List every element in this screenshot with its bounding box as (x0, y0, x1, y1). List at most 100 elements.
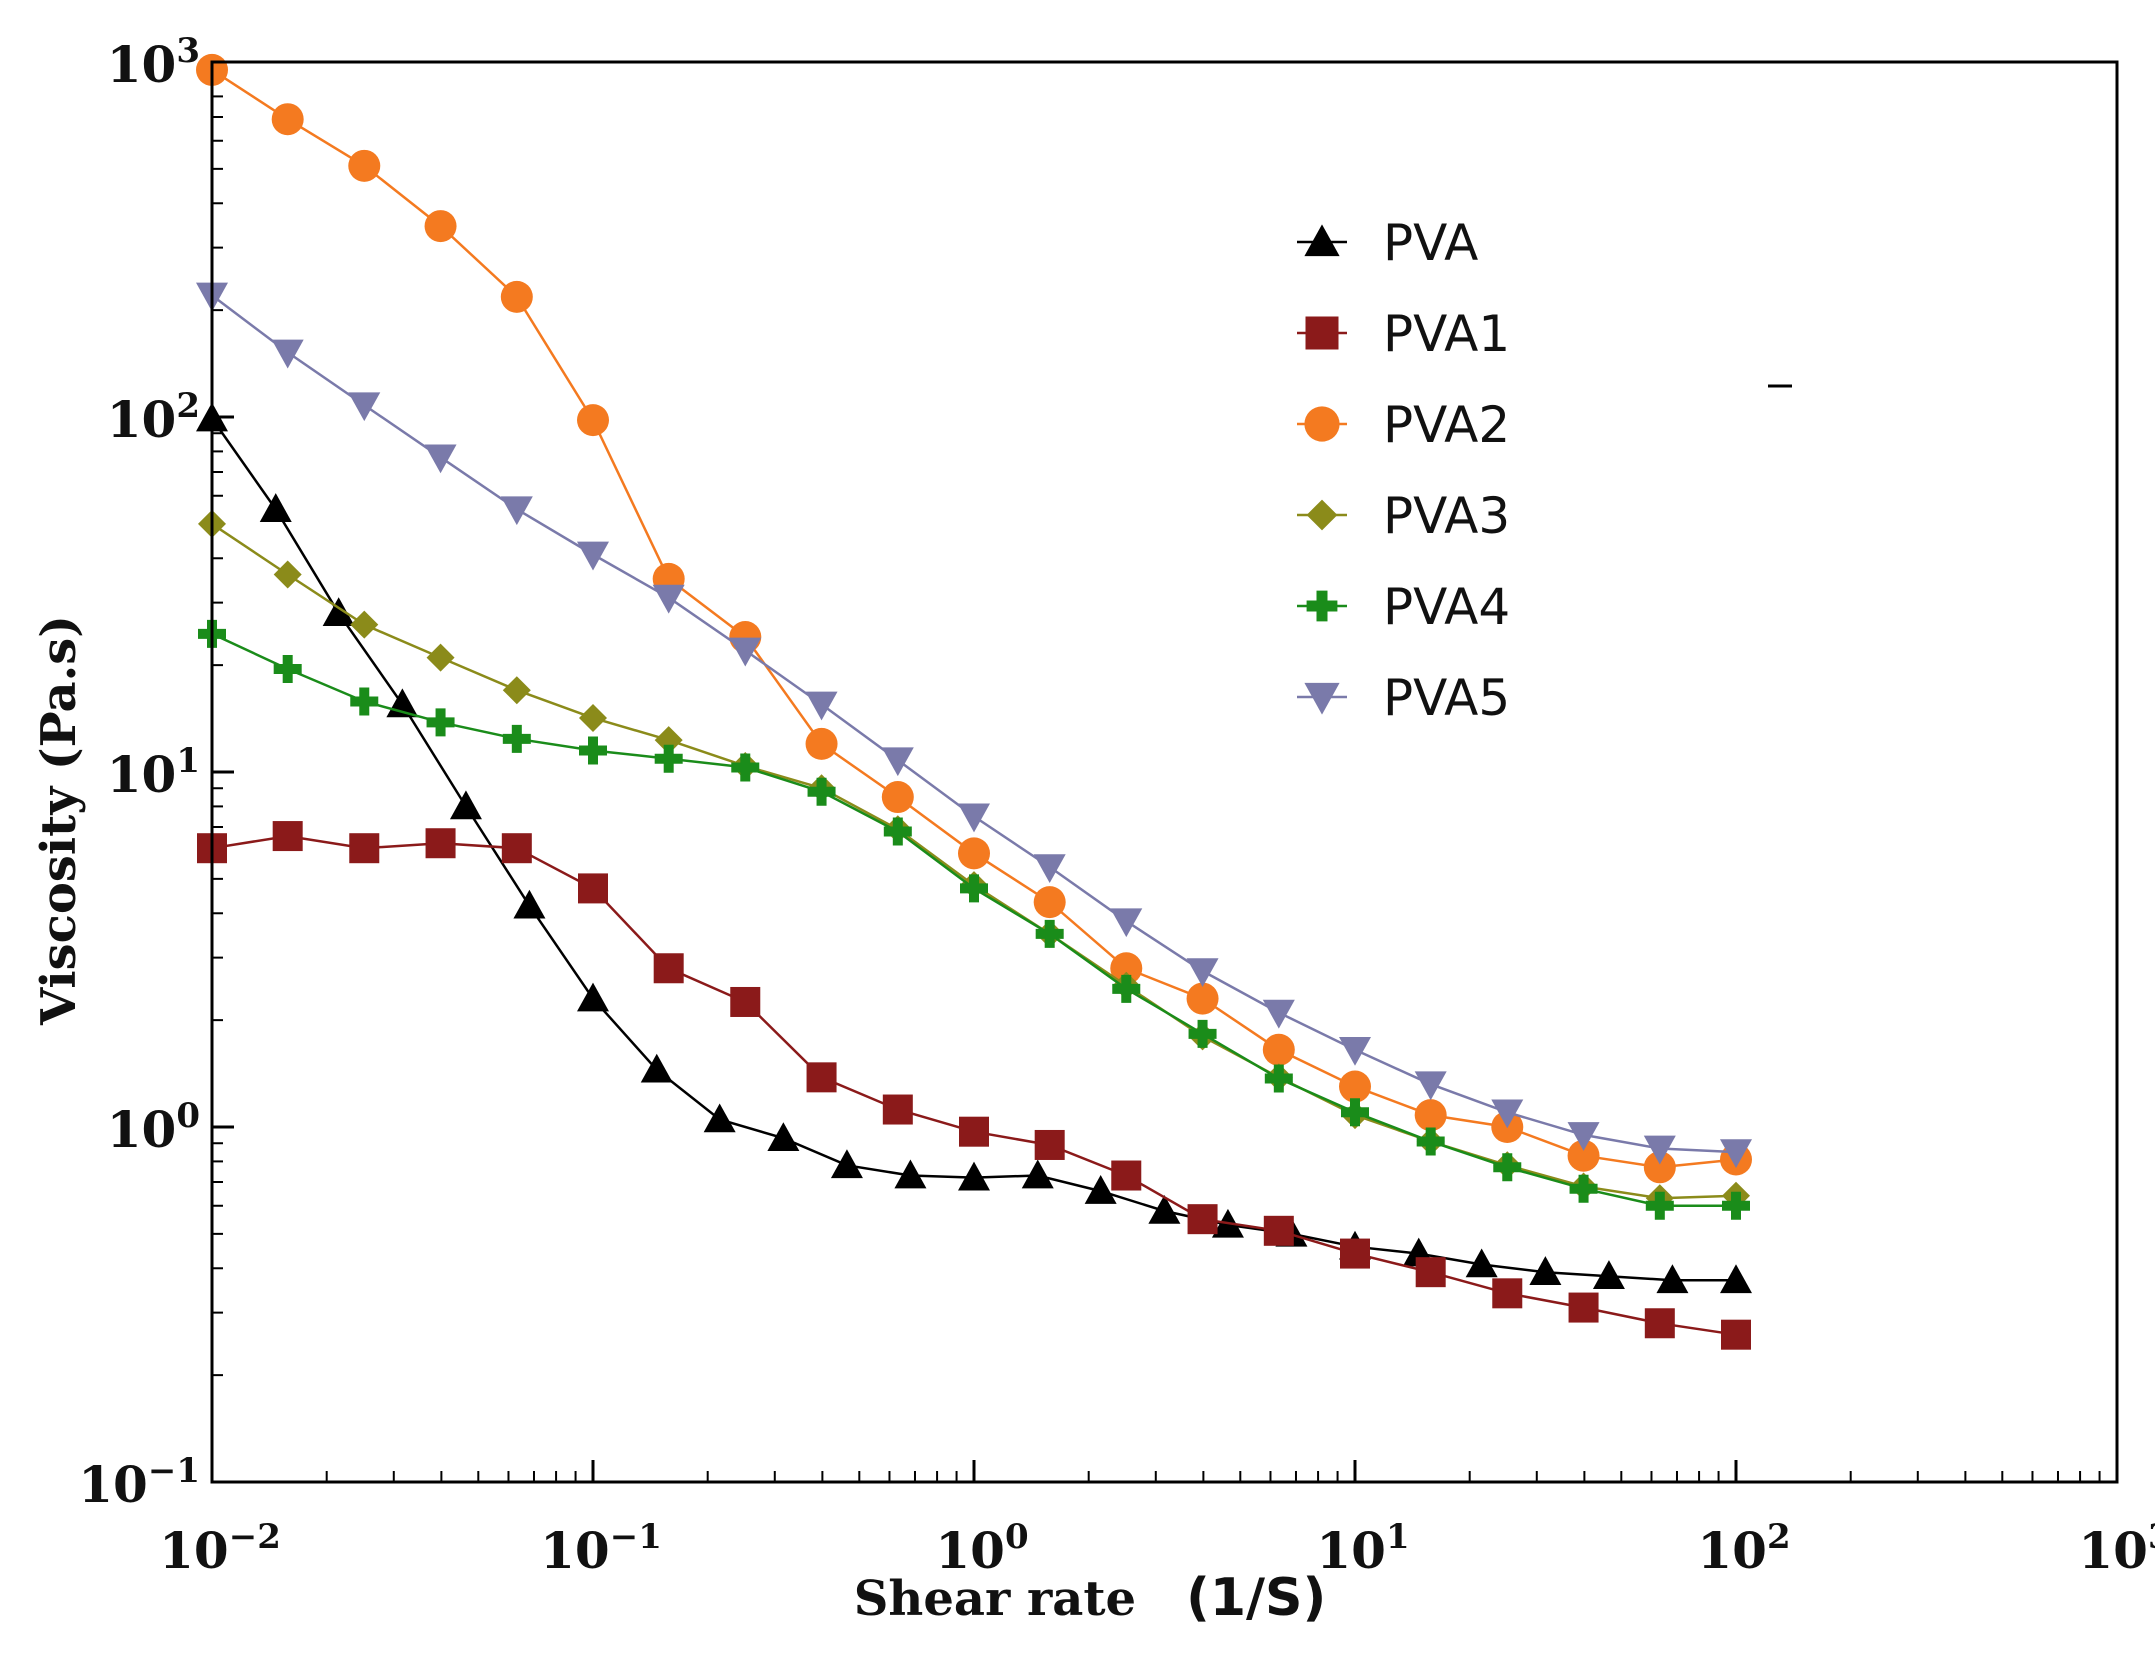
data-point-pva2 (1567, 1139, 1600, 1172)
data-point-pva3 (579, 703, 607, 732)
data-point-pva5 (1567, 1122, 1600, 1151)
series-pva5 (196, 282, 1752, 1169)
legend-marker-pva2 (1304, 406, 1340, 442)
data-point-pva4 (1569, 1174, 1598, 1203)
legend: PVA PVA1 PVA2 PVA3 PVA4 PVA5 (1297, 214, 1510, 727)
data-point-pva4 (1188, 1019, 1217, 1048)
data-point-pva2 (348, 149, 381, 182)
data-point-pva1 (349, 833, 380, 864)
data-point-pva4 (807, 777, 836, 806)
series-pva2 (196, 53, 1752, 1184)
data-point-pva (767, 1122, 800, 1151)
data-point-pva (322, 597, 355, 627)
data-point-pva2 (1186, 982, 1219, 1015)
x-tick-label: 102 (1697, 1517, 1790, 1580)
legend-item-pva: PVA (1297, 214, 1478, 272)
data-point-pva4 (1722, 1191, 1750, 1220)
x-tick-label: 101 (1316, 1517, 1409, 1580)
data-point-pva4 (273, 655, 302, 684)
data-point-pva5 (652, 584, 685, 614)
x-axis-label: Shear rate (854, 1571, 1136, 1627)
data-point-pva (513, 889, 546, 919)
data-point-pva1 (1111, 1160, 1142, 1191)
data-point-pva (1148, 1194, 1181, 1224)
data-point-pva (1465, 1248, 1498, 1278)
data-point-pva4 (960, 874, 988, 903)
data-point-pva1 (730, 986, 761, 1017)
data-point-pva4 (502, 724, 531, 753)
legend-item-pva1: PVA1 (1297, 305, 1510, 363)
data-point-pva4 (883, 817, 912, 846)
data-point-pva5 (1414, 1071, 1447, 1101)
data-point-pva2 (1033, 886, 1066, 919)
legend-item-pva4: PVA4 (1297, 578, 1510, 636)
data-point-pva4 (1645, 1191, 1674, 1220)
data-point-pva (577, 982, 609, 1012)
data-point-pva4 (350, 687, 379, 716)
y-tick-label: 103 (107, 31, 200, 94)
x-tick-labels: 10−2 10−1 100 101 102 103 (159, 1517, 2155, 1580)
data-point-pva2 (1414, 1099, 1447, 1132)
legend-item-pva3: PVA3 (1297, 487, 1510, 545)
y-tick-labels: 10−1 100 101 102 103 (78, 31, 200, 1514)
data-point-pva1 (1340, 1238, 1370, 1269)
data-point-pva5 (1339, 1036, 1371, 1066)
data-point-pva5 (1033, 854, 1066, 884)
data-point-pva5 (1186, 958, 1219, 988)
data-point-pva2 (1339, 1070, 1371, 1103)
legend-marker-pva3 (1306, 499, 1338, 531)
legend-label-pva5: PVA5 (1383, 669, 1510, 727)
x-tick-label: 100 (935, 1517, 1028, 1580)
data-point-pva1 (1187, 1204, 1218, 1235)
data-point-pva5 (881, 747, 914, 777)
x-tick-label: 10−2 (159, 1517, 281, 1580)
data-point-pva5 (729, 637, 762, 667)
y-tick-label: 101 (107, 741, 200, 804)
data-point-pva4 (654, 744, 683, 773)
data-point-pva1 (1492, 1278, 1523, 1309)
data-point-pva5 (1643, 1135, 1676, 1165)
data-point-pva2 (1262, 1033, 1295, 1066)
data-point-pva5 (958, 803, 990, 833)
data-point-pva5 (271, 339, 304, 369)
data-point-pva2 (805, 727, 838, 760)
legend-item-pva5: PVA5 (1297, 669, 1510, 727)
data-point-pva5 (577, 541, 609, 571)
data-point-pva (1021, 1159, 1054, 1189)
data-point-pva5 (1110, 908, 1143, 938)
data-point-pva (830, 1149, 863, 1179)
y-tick-label: 10−1 (78, 1451, 200, 1514)
data-point-pva1 (1415, 1257, 1446, 1288)
data-point-pva1 (1263, 1215, 1294, 1246)
y-tick-label: 100 (107, 1096, 200, 1159)
data-point-pva1 (272, 821, 303, 852)
data-point-pva1 (501, 833, 532, 864)
data-point-pva1 (806, 1062, 837, 1093)
y-tick-label: 102 (107, 386, 200, 449)
series-pva1 (197, 821, 1751, 1350)
data-point-pva2 (881, 781, 914, 814)
data-point-pva4 (1416, 1127, 1445, 1156)
data-point-pva3 (502, 676, 531, 705)
x-tick-label: 10−1 (540, 1517, 662, 1580)
data-point-pva1 (653, 953, 684, 984)
legend-label-pva: PVA (1383, 214, 1478, 272)
x-tick-label: 103 (2078, 1517, 2155, 1580)
data-point-pva5 (805, 691, 838, 721)
data-point-pva1 (1721, 1319, 1751, 1350)
data-point-pva1 (1034, 1129, 1065, 1160)
data-point-pva2 (1643, 1151, 1676, 1184)
data-point-pva1 (1644, 1308, 1675, 1339)
legend-label-pva1: PVA1 (1383, 305, 1510, 363)
legend-marker-pva1 (1305, 316, 1339, 350)
legend-marker-pva4 (1306, 590, 1338, 622)
data-point-pva1 (425, 828, 456, 859)
data-point-pva3 (654, 726, 683, 755)
data-point-pva4 (1264, 1064, 1293, 1093)
data-point-pva2 (1110, 952, 1143, 985)
data-point-pva (894, 1159, 927, 1189)
data-point-pva1 (882, 1094, 913, 1125)
data-point-pva (1084, 1175, 1117, 1204)
legend-item-pva2: PVA2 (1297, 396, 1510, 454)
data-point-pva (640, 1053, 673, 1083)
